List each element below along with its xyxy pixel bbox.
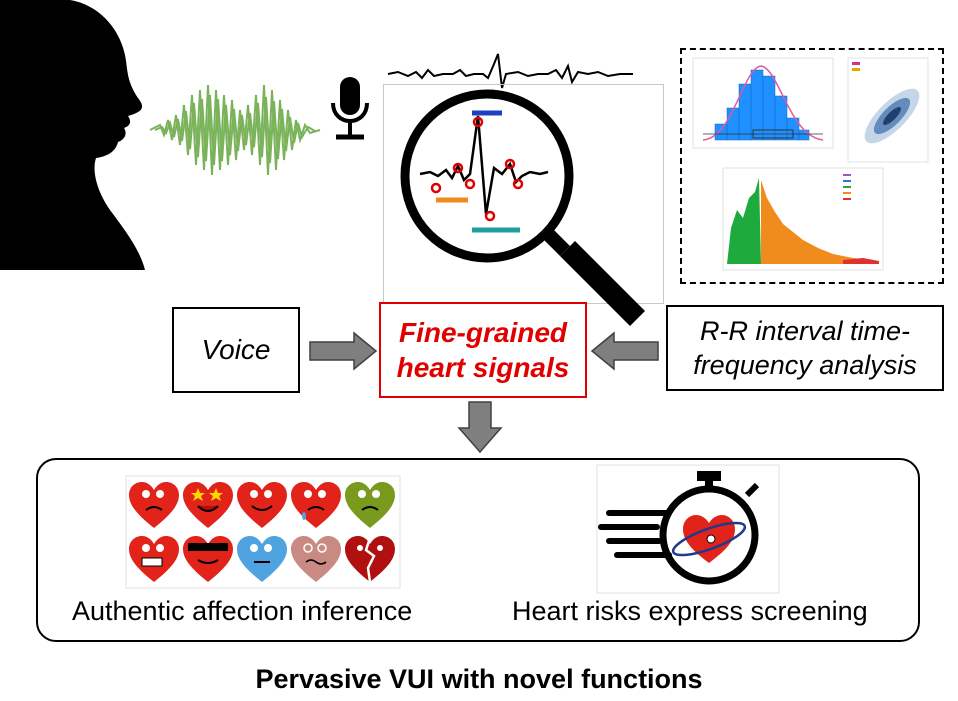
scatter-mini-chart [847, 57, 929, 163]
stopwatch-icon [596, 464, 780, 594]
area-mini-chart [722, 167, 884, 271]
heart-star-eyes [183, 482, 233, 528]
heart-icon [671, 515, 747, 563]
arrow-right-icon [309, 331, 378, 371]
heart-sunglasses [183, 536, 233, 582]
screening-caption: Heart risks express screening [512, 596, 868, 626]
footer-title: Pervasive VUI with novel functions [255, 664, 703, 694]
histogram-mini-chart [692, 57, 834, 149]
person-silhouette [0, 0, 145, 270]
heart-smile [237, 482, 287, 528]
analysis-panel [680, 48, 944, 284]
heart-grin [129, 536, 179, 582]
heart-sad [129, 482, 179, 528]
heart-neutral-blue [237, 536, 287, 582]
arrow-down-icon [457, 401, 503, 454]
ecg-trace [387, 53, 633, 89]
arrow-left-icon [590, 331, 659, 371]
center-label-line2: heart signals [396, 352, 570, 383]
rr-label-line1: R-R interval time- [699, 316, 911, 346]
voice-label: Voice [172, 307, 300, 393]
heart-crying [291, 482, 341, 528]
fine-grained-heart-signals-label: Fine-grained heart signals [379, 302, 587, 398]
affection-caption: Authentic affection inference [72, 596, 413, 626]
rr-label-line2: frequency analysis [693, 350, 917, 380]
emotion-hearts-grid [125, 475, 401, 589]
magnifier-icon [400, 89, 645, 326]
rr-interval-analysis-label: R-R interval time- frequency analysis [666, 305, 944, 391]
microphone-icon [331, 77, 369, 140]
heart-sick [345, 482, 395, 528]
sound-wave [149, 84, 321, 176]
heart-broken [345, 536, 395, 583]
center-label-line1: Fine-grained [398, 317, 567, 348]
functions-panel [36, 458, 920, 642]
heart-dizzy [291, 536, 341, 582]
